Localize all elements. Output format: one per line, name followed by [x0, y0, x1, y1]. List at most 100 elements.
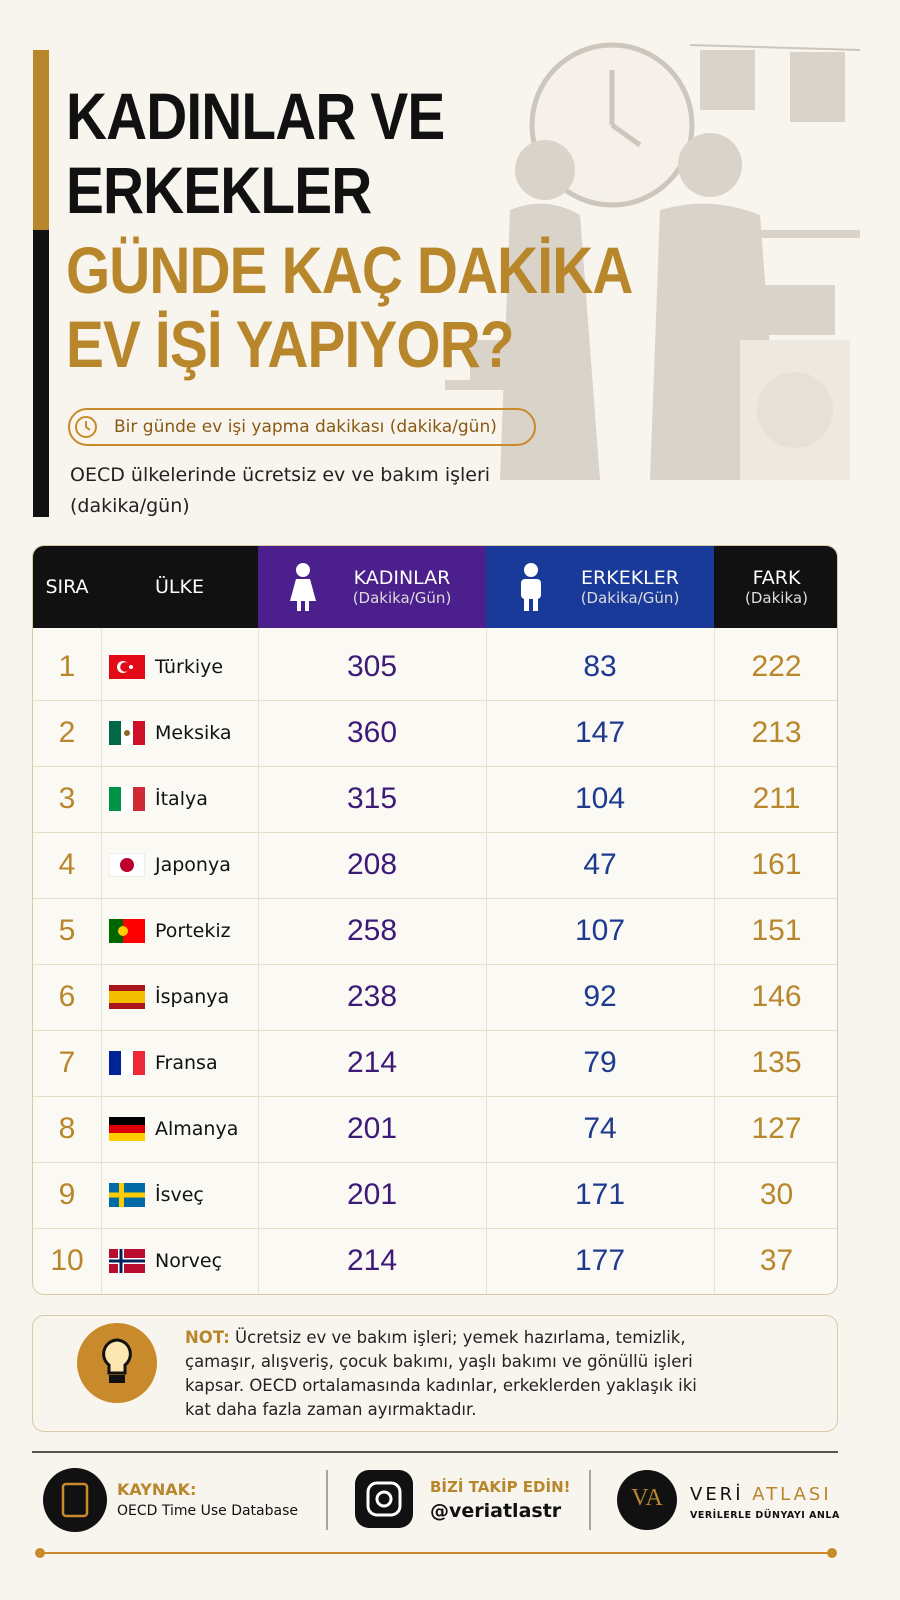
- column-divider: [258, 628, 259, 1294]
- men-minutes: 83: [583, 650, 617, 683]
- column-divider: [714, 628, 715, 1294]
- flag-svg: [109, 985, 145, 1009]
- country: Fransa: [155, 1052, 218, 1074]
- flag-svg: [109, 1051, 145, 1075]
- header-label: ÜLKE: [155, 576, 204, 598]
- flag: [109, 1249, 145, 1273]
- man-icon: [521, 563, 541, 611]
- title: ERKEKLER: [66, 153, 372, 227]
- difference: 211: [752, 782, 801, 815]
- header-cell: ERKEKLER (Dakika/Gün): [486, 546, 714, 628]
- header-label: ERKEKLER: [581, 567, 679, 589]
- flag: [109, 1117, 145, 1141]
- header-unit: (Dakika/Gün): [352, 589, 452, 607]
- men-minutes: 107: [574, 914, 626, 947]
- men-minutes: 177: [574, 1244, 626, 1277]
- difference: 135: [751, 1046, 802, 1079]
- country: İsveç: [155, 1184, 204, 1206]
- row-divider: [33, 964, 837, 965]
- header-cell: FARK (Dakika): [714, 546, 837, 628]
- difference: 151: [751, 914, 802, 947]
- row-divider: [33, 1162, 837, 1163]
- country: Japonya: [155, 854, 231, 876]
- row-divider: [33, 1030, 837, 1031]
- table: SIRA ÜLKE KADINLAR (Dakika/Gün) ERKEKLER(…: [32, 545, 838, 1295]
- row-divider: [33, 700, 837, 701]
- men-minutes: 79: [583, 1046, 617, 1079]
- flag-svg: [109, 1249, 145, 1273]
- difference: 30: [759, 1178, 794, 1211]
- woman-icon: [290, 563, 316, 611]
- women-minutes: 238: [346, 980, 398, 1013]
- flag-svg: [109, 919, 145, 943]
- men-minutes: 171: [574, 1178, 626, 1211]
- subtitle: EV İŞİ YAPIYOR?: [66, 307, 515, 381]
- difference: 37: [759, 1244, 794, 1277]
- rank: 10: [50, 1244, 84, 1277]
- header-unit: (Dakika): [745, 589, 808, 607]
- header-label: FARK: [752, 567, 801, 589]
- header-label: SIRA: [45, 576, 89, 598]
- description: OECD ülkelerinde ücretsiz ev ve bakım iş…: [70, 464, 491, 517]
- row-divider: [33, 898, 837, 899]
- source: OECD Time Use Database: [117, 1503, 298, 1519]
- rank: 7: [58, 1046, 76, 1079]
- handle: @veriatlastr: [430, 1500, 562, 1522]
- flag: [109, 1051, 145, 1075]
- brand: VERİ ATLASI: [690, 1484, 832, 1505]
- flag: [109, 787, 145, 811]
- country: İspanya: [155, 986, 230, 1008]
- flag: [109, 985, 145, 1009]
- women-minutes: 214: [346, 1046, 398, 1079]
- women-minutes: 360: [346, 716, 398, 749]
- logo: VA: [631, 1485, 663, 1511]
- men-minutes: 147: [574, 716, 626, 749]
- men-minutes: 74: [583, 1112, 617, 1145]
- row-divider: [33, 1228, 837, 1229]
- flag-svg: [109, 787, 145, 811]
- flag-svg: [109, 1183, 145, 1207]
- difference: 222: [751, 650, 802, 683]
- flag: [109, 655, 145, 679]
- follow-label: BİZİ TAKİP EDİN!: [430, 1478, 571, 1496]
- country: Almanya: [155, 1118, 239, 1140]
- header-cell: ÜLKE: [101, 546, 258, 628]
- badge: Bir günde ev işi yapma dakikası (dakika/…: [68, 408, 536, 446]
- country: Portekiz: [155, 920, 231, 942]
- rank: 5: [58, 914, 76, 947]
- difference: 213: [751, 716, 802, 749]
- row-divider: [33, 1096, 837, 1097]
- difference: 127: [751, 1112, 802, 1145]
- women-minutes: 208: [346, 848, 398, 881]
- country: İtalya: [155, 788, 208, 810]
- header-unit: (Dakika/Gün): [580, 589, 680, 607]
- note-text: Ücretsiz ev ve bakım işleri; yemek hazır…: [185, 1328, 697, 1419]
- rank: 9: [58, 1178, 76, 1211]
- header-label: KADINLAR: [353, 567, 451, 589]
- flag: [109, 919, 145, 943]
- women-minutes: 214: [346, 1244, 398, 1277]
- flag: [109, 853, 145, 877]
- brand-1: VERİ: [690, 1484, 744, 1505]
- flag: [109, 721, 145, 745]
- difference: 161: [751, 848, 802, 881]
- column-divider: [486, 628, 487, 1294]
- flag-svg: [109, 853, 145, 877]
- country: Norveç: [155, 1250, 223, 1272]
- brand-2: ATLASI: [752, 1484, 832, 1505]
- flag: [109, 1183, 145, 1207]
- difference: 146: [751, 980, 802, 1013]
- source-label: KAYNAK:: [117, 1480, 197, 1499]
- rank: 8: [58, 1112, 76, 1145]
- flag-svg: [109, 655, 145, 679]
- title: KADINLAR VE: [66, 79, 445, 153]
- rank: 2: [58, 716, 76, 749]
- country: Türkiye: [155, 656, 224, 678]
- rank: 6: [58, 980, 76, 1013]
- row-divider: [33, 766, 837, 767]
- men-minutes: 92: [583, 980, 617, 1013]
- header-cell: KADINLAR (Dakika/Gün): [258, 546, 486, 628]
- country: Meksika: [155, 722, 232, 744]
- men-minutes: 104: [574, 782, 626, 815]
